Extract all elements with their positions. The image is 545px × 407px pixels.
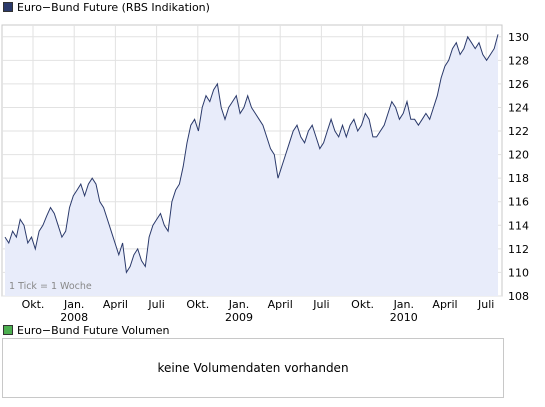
x-tick-label: Jan. [393,298,414,311]
x-tick-label: Okt. [186,298,209,311]
x-tick-year-label: 2009 [225,311,253,324]
x-tick-label: Juli [477,298,494,311]
price-chart: 108 110 112 114 116 118 120 122 124 126 128 130 Okt… [1,24,529,324]
x-tick-label: Jan. [228,298,249,311]
y-tick-label: 118 [508,172,529,185]
y-axis-tick-labels: 108 110 112 114 116 118 120 122 124 126 128 130 [508,31,529,303]
x-tick-label: Okt. [351,298,374,311]
volume-legend-label: Euro−Bund Future Volumen [17,323,170,337]
x-tick-year-label: 2010 [390,311,418,324]
y-tick-label: 124 [508,101,529,114]
y-tick-label: 130 [508,31,529,44]
price-legend-label: Euro−Bund Future (RBS Indikation) [17,0,210,14]
x-tick-label: April [432,298,457,311]
volume-legend: Euro−Bund Future Volumen [3,323,170,337]
x-tick-label: April [268,298,293,311]
price-series-line [4,34,499,274]
y-tick-label: 108 [508,290,529,303]
x-tick-label: Juli [147,298,164,311]
y-tick-label: 112 [508,243,529,256]
x-tick-label: Juli [312,298,329,311]
tick-note: 1 Tick = 1 Woche [9,281,92,292]
price-legend: Euro−Bund Future (RBS Indikation) [3,0,210,14]
y-tick-label: 122 [508,125,529,138]
volume-legend-swatch [3,325,13,335]
price-legend-swatch [3,2,13,12]
y-tick-label: 126 [508,78,529,91]
y-tick-label: 114 [508,219,529,232]
y-tick-label: 120 [508,149,529,162]
price-area-fill [5,34,498,297]
x-tick-label: Okt. [22,298,45,311]
y-tick-label: 116 [508,196,529,209]
y-tick-label: 110 [508,266,529,279]
volume-empty-message: keine Volumendaten vorhanden [157,361,349,375]
x-tick-label: April [103,298,128,311]
y-tick-label: 128 [508,54,529,67]
x-tick-label: Jan. [63,298,84,311]
x-tick-year-label: 2008 [60,311,88,324]
volume-panel: keine Volumendaten vorhanden [2,338,504,398]
